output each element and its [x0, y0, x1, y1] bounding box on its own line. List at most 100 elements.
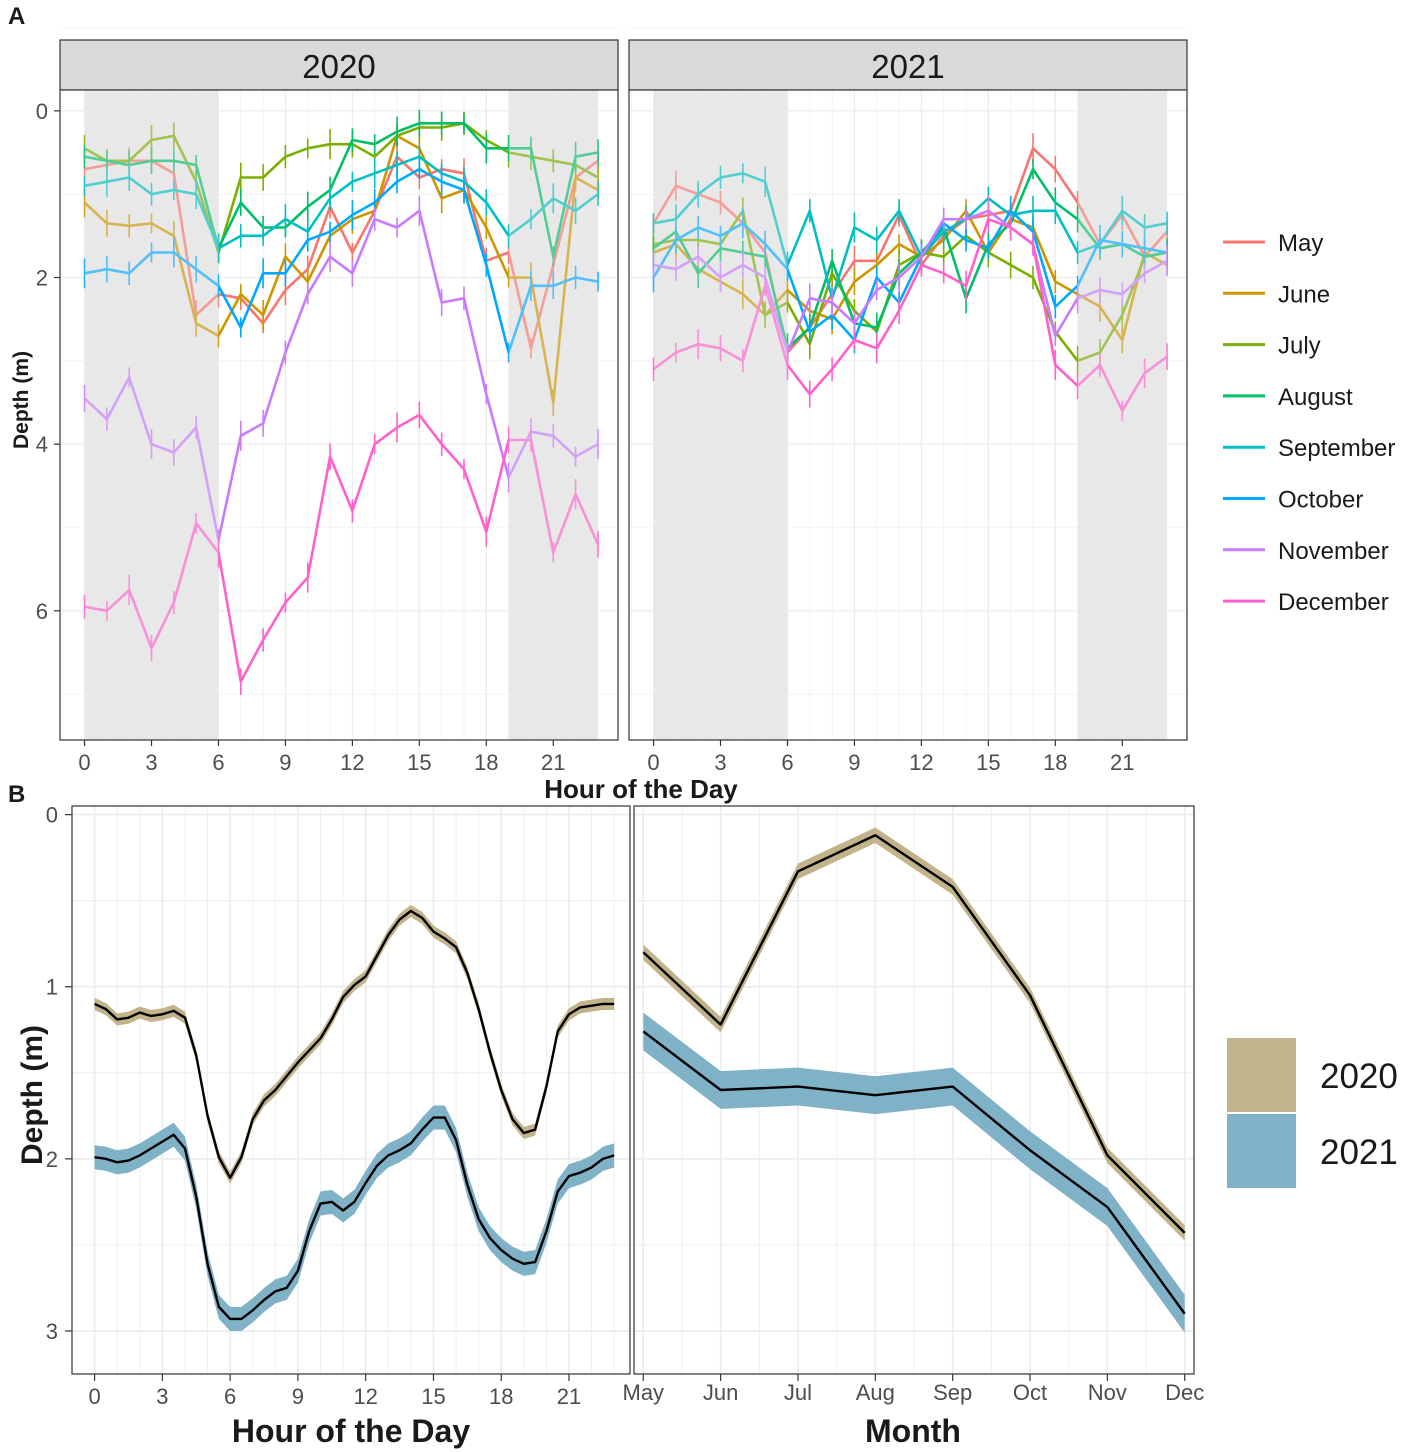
night-overlay — [653, 90, 788, 740]
x-tick-label: Nov — [1088, 1380, 1127, 1405]
panel-a-label: A — [8, 3, 25, 30]
y-tick-label: 0 — [46, 803, 58, 828]
panel-b-label: B — [8, 781, 25, 808]
panel-a-facet-2021: 2021 0 3 6 9 12 15 18 21 — [628, 27, 1188, 775]
x-tick-label: 21 — [1110, 750, 1134, 775]
series-line-september — [653, 172, 1168, 300]
legend-label-may: May — [1278, 230, 1323, 257]
panel-b-month-plot: May Jun Jul Aug Sep Oct Nov Dec — [623, 805, 1204, 1405]
panel-b-hour-x-axis-title: Hour of the Day — [232, 1413, 470, 1449]
facet-strip-label: 2020 — [302, 48, 375, 85]
legend-label-october: October — [1278, 487, 1363, 514]
trend-line-2021 — [94, 1116, 615, 1321]
series-line-may — [652, 147, 1168, 354]
legend-label-2021: 2021 — [1320, 1133, 1398, 1172]
x-tick-label: 3 — [145, 750, 157, 775]
panel-b-legend: 2020 2021 — [1227, 1038, 1398, 1188]
panel-a-facet-2020: 2020 0 3 6 9 12 15 18 21 0 2 4 6 — [36, 27, 619, 775]
x-tick-label: 9 — [848, 750, 860, 775]
facet-strip — [59, 39, 619, 91]
series-line-august — [652, 167, 1168, 350]
series-line-october — [652, 209, 1168, 342]
plot-border — [59, 89, 619, 741]
legend-label-december: December — [1278, 589, 1389, 616]
x-tick-label: 18 — [474, 750, 498, 775]
x-tick-label: 15 — [407, 750, 431, 775]
x-tick-label: 21 — [541, 750, 565, 775]
x-tick-label: Jul — [784, 1380, 812, 1405]
x-tick-label: 21 — [557, 1384, 581, 1409]
night-overlay — [84, 90, 219, 740]
x-tick-label: 12 — [909, 750, 933, 775]
x-tick-label: Dec — [1165, 1380, 1204, 1405]
x-tick-label: 6 — [781, 750, 793, 775]
trend-line-2020 — [94, 909, 615, 1179]
x-tick-label: 9 — [292, 1384, 304, 1409]
series-line-july — [83, 122, 599, 254]
confidence-band-2021 — [94, 1105, 615, 1331]
series-line-december — [652, 217, 1168, 413]
x-tick-label: 18 — [489, 1384, 513, 1409]
x-tick-label: 0 — [88, 1384, 100, 1409]
panel-b-y-axis-title: Depth (m) — [16, 1025, 49, 1165]
y-tick-label: 2 — [46, 1147, 58, 1172]
series-line-november — [653, 209, 1168, 354]
plot-border — [71, 805, 631, 1375]
legend-label-november: November — [1278, 538, 1389, 565]
y-tick-label: 1 — [46, 975, 58, 1000]
trend-line-2020 — [642, 834, 1186, 1234]
series-line-september — [84, 155, 599, 250]
x-tick-label: 6 — [212, 750, 224, 775]
x-tick-label: May — [623, 1380, 665, 1405]
legend-key-2020 — [1227, 1038, 1296, 1112]
x-tick-label: Sep — [933, 1380, 972, 1405]
x-tick-label: 0 — [647, 750, 659, 775]
panel-b-month-x-axis-title: Month — [865, 1413, 961, 1449]
x-tick-label: 18 — [1043, 750, 1067, 775]
plot-border — [633, 805, 1195, 1375]
x-tick-label: Aug — [856, 1380, 895, 1405]
x-tick-label: 12 — [353, 1384, 377, 1409]
panel-a-y-axis-title: Depth (m) — [10, 351, 33, 449]
x-tick-label: 3 — [714, 750, 726, 775]
panel-a-x-axis-title: Hour of the Day — [544, 774, 738, 804]
series-line-august — [84, 122, 599, 258]
y-tick-label: 3 — [46, 1319, 58, 1344]
x-tick-label: 3 — [156, 1384, 168, 1409]
legend-label-september: September — [1278, 435, 1395, 462]
x-tick-label: 15 — [421, 1384, 445, 1409]
series-line-november — [83, 209, 599, 542]
legend-label-june: June — [1278, 281, 1330, 308]
series-line-october — [84, 167, 599, 354]
series-line-december — [84, 413, 600, 683]
x-tick-label: 9 — [279, 750, 291, 775]
panel-a-legend: May June July August September October Novembe… — [1223, 230, 1395, 616]
x-tick-label: Oct — [1013, 1380, 1047, 1405]
y-tick-label: 0 — [36, 99, 48, 124]
facet-strip — [628, 39, 1188, 91]
series-line-may — [84, 155, 599, 350]
legend-label-august: August — [1278, 384, 1353, 411]
confidence-band-2021 — [643, 1012, 1185, 1333]
y-tick-label: 6 — [36, 599, 48, 624]
plot-border — [628, 89, 1188, 741]
x-tick-label: 15 — [976, 750, 1000, 775]
facet-strip-label: 2021 — [871, 48, 944, 85]
legend-label-2020: 2020 — [1320, 1057, 1398, 1096]
x-tick-label: Jun — [703, 1380, 738, 1405]
x-tick-label: 6 — [224, 1384, 236, 1409]
night-overlay — [1077, 90, 1167, 740]
y-tick-label: 2 — [36, 266, 48, 291]
series-line-july — [653, 209, 1168, 363]
trend-line-2021 — [642, 1030, 1186, 1315]
x-tick-label: 0 — [78, 750, 90, 775]
legend-key-2021 — [1227, 1114, 1296, 1188]
night-overlay — [508, 90, 598, 740]
legend-label-july: July — [1278, 333, 1321, 360]
x-tick-label: 12 — [340, 750, 364, 775]
series-line-june — [83, 134, 599, 404]
